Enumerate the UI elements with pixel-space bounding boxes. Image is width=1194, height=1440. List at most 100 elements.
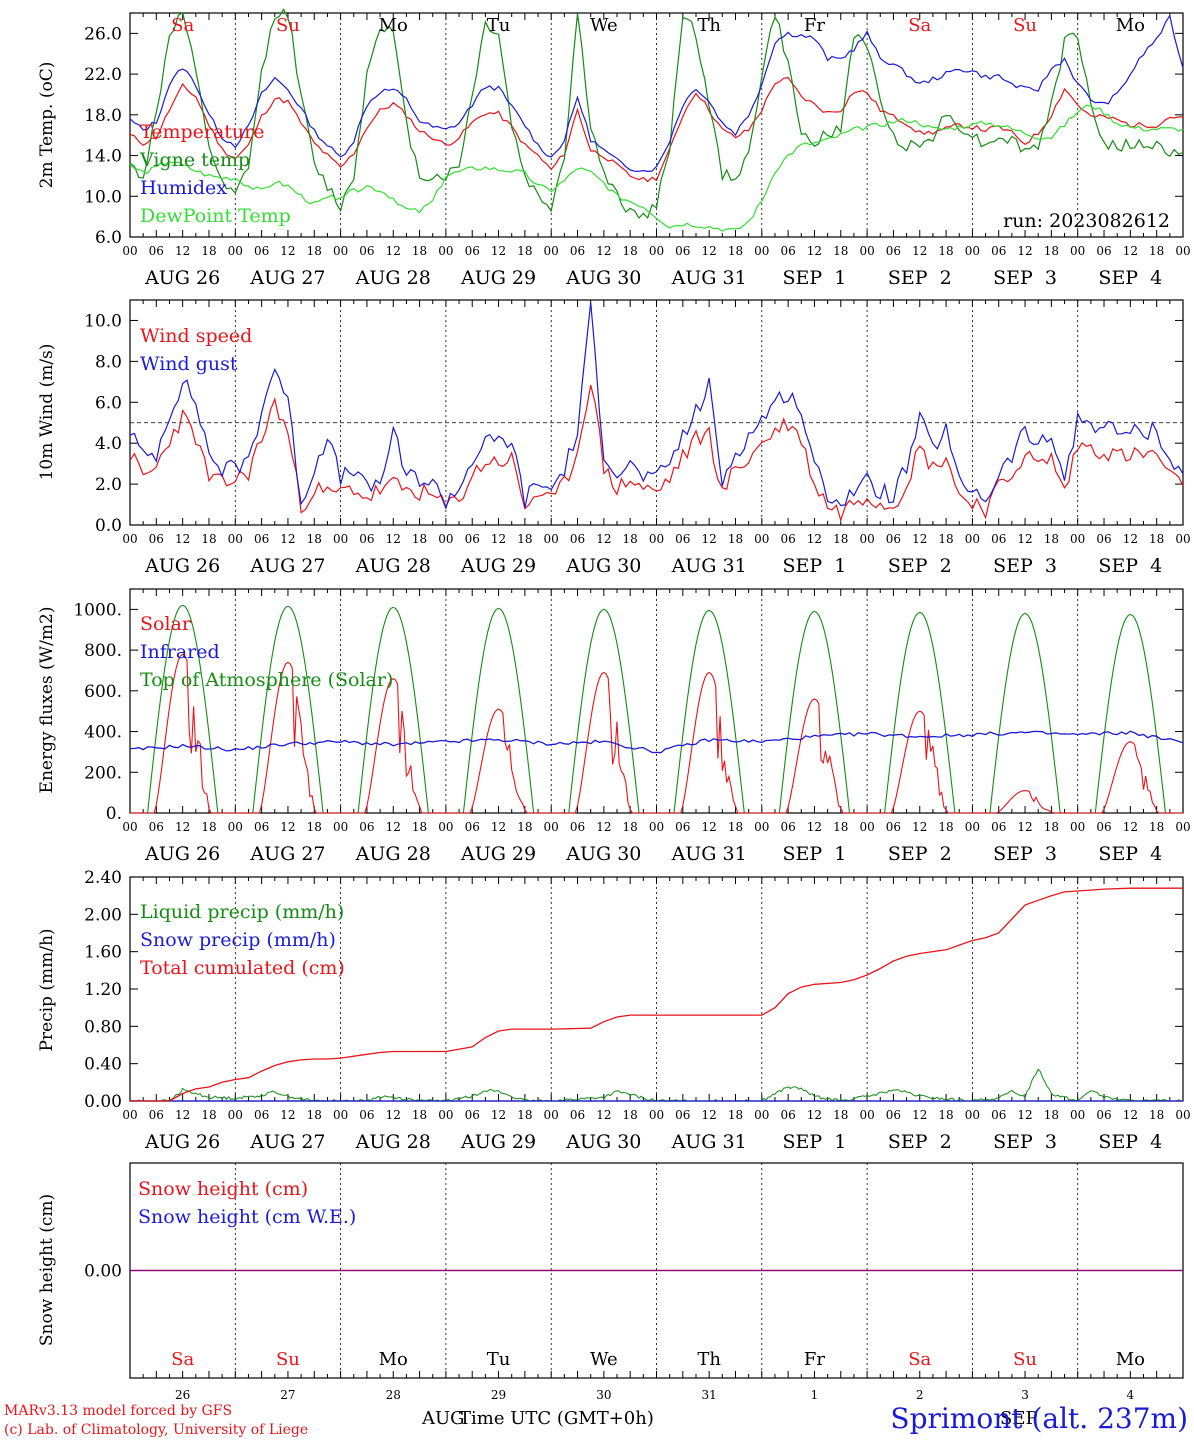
date-label: SEP 2 — [888, 1131, 952, 1153]
hour-tick-label: 06 — [675, 532, 690, 546]
hour-tick-label: 18 — [307, 244, 322, 258]
series-humidex — [129, 14, 1184, 173]
hour-tick-label: 00 — [544, 244, 559, 258]
day-name-bottom: Sa — [171, 1349, 194, 1370]
hour-tick-label: 12 — [386, 532, 401, 546]
y-tick-label: 800. — [84, 641, 122, 661]
date-label: AUG 31 — [671, 267, 747, 289]
legend-entry: Snow height (cm W.E.) — [138, 1206, 356, 1228]
hour-tick-label: 06 — [780, 1108, 795, 1122]
y-tick-label: 0. — [106, 804, 122, 824]
hour-tick-label: 00 — [122, 244, 137, 258]
y-tick-label: 10.0 — [84, 311, 122, 331]
hour-tick-label: 06 — [1096, 244, 1111, 258]
date-label: AUG 28 — [355, 555, 431, 577]
y-tick-label: 6.0 — [95, 393, 122, 413]
day-name-top: Mo — [379, 15, 408, 36]
y-axis-label: 10m Wind (m/s) — [37, 344, 57, 481]
y-tick-label: 600. — [84, 682, 122, 702]
date-label: AUG 29 — [460, 843, 536, 865]
hour-tick-label: 12 — [807, 532, 822, 546]
hour-tick-label: 00 — [228, 532, 243, 546]
hour-tick-label: 18 — [1149, 820, 1164, 834]
hour-tick-label: 18 — [833, 244, 848, 258]
y-tick-label: 2.40 — [84, 868, 122, 888]
date-label: SEP 1 — [783, 843, 847, 865]
hour-tick-label: 18 — [201, 820, 216, 834]
hour-tick-label: 12 — [912, 244, 927, 258]
hour-tick-label: 18 — [728, 532, 743, 546]
hour-tick-label: 18 — [201, 532, 216, 546]
hour-tick-label: 12 — [491, 1108, 506, 1122]
hour-tick-label: 18 — [1149, 532, 1164, 546]
hour-tick-label: 18 — [307, 532, 322, 546]
hour-tick-label: 18 — [1149, 1108, 1164, 1122]
hour-tick-label: 06 — [1096, 532, 1111, 546]
hour-tick-label: 18 — [517, 244, 532, 258]
date-label: AUG 27 — [249, 1131, 325, 1153]
hour-tick-label: 18 — [517, 820, 532, 834]
legend-entry: Vigne temp — [139, 149, 250, 171]
hour-tick-label: 00 — [1070, 244, 1085, 258]
y-axis-label: 2m Temp. (oC) — [37, 62, 57, 189]
hour-tick-label: 00 — [333, 1108, 348, 1122]
hour-tick-label: 00 — [754, 820, 769, 834]
hour-tick-label: 00 — [1175, 532, 1190, 546]
y-tick-label: 2.00 — [84, 905, 122, 925]
date-label: AUG 27 — [249, 555, 325, 577]
hour-tick-label: 06 — [991, 1108, 1006, 1122]
legend-entry: Wind gust — [140, 353, 238, 375]
y-tick-label: 0.0 — [95, 516, 122, 536]
hour-tick-label: 00 — [1175, 244, 1190, 258]
date-label: AUG 29 — [460, 267, 536, 289]
date-label: AUG 28 — [355, 843, 431, 865]
date-label: SEP 2 — [888, 555, 952, 577]
hour-tick-label: 06 — [780, 820, 795, 834]
hour-tick-label: 18 — [833, 820, 848, 834]
hour-tick-label: 12 — [1123, 532, 1138, 546]
date-label: SEP 3 — [993, 267, 1057, 289]
hour-tick-label: 12 — [807, 820, 822, 834]
date-label: SEP 3 — [993, 1131, 1057, 1153]
hour-tick-label: 12 — [912, 1108, 927, 1122]
hour-tick-label: 12 — [175, 820, 190, 834]
legend-entry: Humidex — [140, 177, 227, 199]
day-name-bottom: Mo — [379, 1349, 408, 1370]
hour-tick-label: 00 — [438, 820, 453, 834]
hour-tick-label: 18 — [938, 1108, 953, 1122]
date-label: SEP 4 — [1098, 843, 1162, 865]
series-wind-gust — [129, 302, 1184, 511]
y-tick-label: 6.0 — [95, 228, 122, 248]
hour-tick-label: 06 — [886, 532, 901, 546]
legend-entry: Wind speed — [140, 325, 252, 347]
hour-tick-label: 00 — [649, 820, 664, 834]
hour-tick-label: 00 — [754, 1108, 769, 1122]
hour-tick-label: 18 — [201, 244, 216, 258]
day-name-top: Mo — [1116, 15, 1145, 36]
hour-tick-label: 06 — [570, 820, 585, 834]
series-infrared — [129, 730, 1184, 754]
hour-tick-label: 18 — [412, 532, 427, 546]
hour-tick-label: 06 — [359, 244, 374, 258]
hour-tick-label: 18 — [938, 244, 953, 258]
hour-tick-label: 12 — [596, 244, 611, 258]
hour-tick-label: 06 — [780, 532, 795, 546]
hour-tick-label: 00 — [228, 244, 243, 258]
run-annotation: run: 2023082612 — [1003, 210, 1170, 232]
hour-tick-label: 12 — [280, 532, 295, 546]
hour-tick-label: 06 — [359, 532, 374, 546]
date-label: AUG 30 — [565, 843, 641, 865]
hour-tick-label: 12 — [807, 1108, 822, 1122]
legend-entry: Temperature — [140, 121, 264, 143]
date-label: SEP 4 — [1098, 555, 1162, 577]
hour-tick-label: 00 — [438, 1108, 453, 1122]
day-number: 2 — [916, 1388, 924, 1402]
hour-tick-label: 00 — [544, 820, 559, 834]
date-label: AUG 30 — [565, 555, 641, 577]
legend-entry: Snow precip (mm/h) — [140, 929, 336, 951]
hour-tick-label: 12 — [1017, 244, 1032, 258]
day-name-bottom: Sa — [908, 1349, 931, 1370]
date-label: AUG 26 — [144, 843, 220, 865]
hour-tick-label: 00 — [965, 244, 980, 258]
hour-tick-label: 12 — [596, 532, 611, 546]
